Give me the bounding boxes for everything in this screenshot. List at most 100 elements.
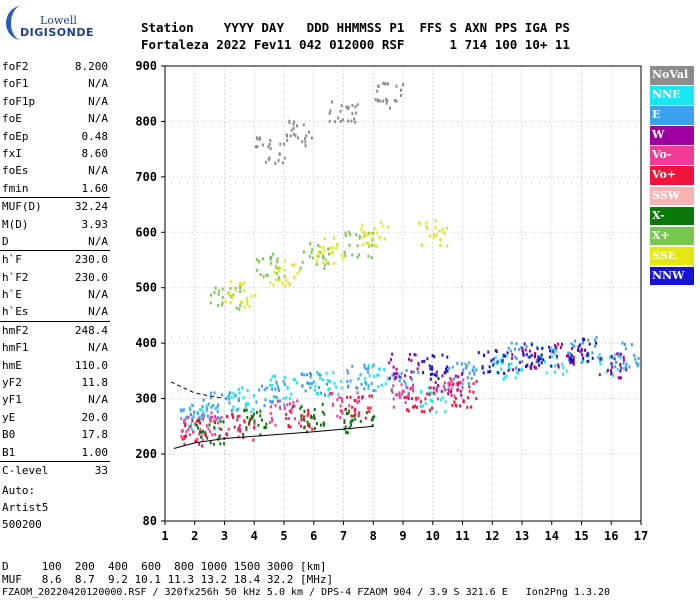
echo-point-vo [454, 397, 457, 400]
echo-point-noval [264, 160, 267, 164]
echo-point-vo [253, 426, 256, 430]
echo-point-nne [605, 370, 608, 374]
echo-point-nnw [481, 366, 484, 370]
echo-point-vo [196, 437, 199, 441]
echo-point-noval [354, 105, 357, 109]
echo-point-x [346, 431, 349, 435]
echo-point-nne [429, 410, 432, 414]
echo-point-w [511, 353, 514, 357]
echo-point-sse [335, 247, 338, 250]
echo-point-x [195, 423, 198, 427]
echo-point-e [185, 415, 188, 419]
echo-point-x [344, 254, 347, 258]
echo-point-vo [447, 388, 450, 392]
echo-point-x [260, 418, 263, 422]
echo-point-e [635, 361, 638, 365]
echo-point-sse [322, 246, 325, 249]
echo-point-x [313, 427, 316, 431]
echo-point-e [349, 379, 352, 383]
echo-point-nnw [482, 371, 485, 375]
echo-point-x [358, 236, 361, 240]
echo-point-nne [363, 380, 366, 384]
echo-point-vo [328, 391, 331, 395]
echo-point-noval [345, 105, 348, 109]
echo-point-x [209, 441, 212, 445]
echo-point-noval [328, 119, 331, 123]
echo-point-nne [507, 366, 510, 369]
echo-point-nne [493, 361, 496, 365]
echo-point-x [235, 306, 238, 310]
echo-point-vo [426, 392, 429, 396]
echo-point-e [370, 382, 373, 386]
echo-point-w [561, 342, 563, 346]
echo-point-noval [308, 130, 310, 134]
echo-point-vo [431, 406, 433, 410]
echo-point-x [348, 243, 351, 247]
echo-point-w [511, 356, 514, 360]
echo-point-w [450, 390, 453, 394]
legend-entry-w: W [650, 126, 694, 145]
echo-point-w [392, 365, 395, 369]
echo-point-nnw [422, 371, 425, 375]
echo-point-nnw [570, 356, 572, 360]
echo-point-e [304, 389, 307, 393]
echo-point-vo [437, 397, 440, 401]
param-separator [0, 320, 110, 322]
echo-point-w [610, 371, 613, 374]
echo-point-sse [336, 242, 339, 246]
header-labels: Station YYYY DAY DDD HHMMSS P1 FFS S AXN… [141, 20, 570, 35]
echo-point-x [299, 407, 302, 411]
echo-point-sse [332, 251, 334, 255]
param-value: 17.8 [81, 428, 109, 442]
echo-point-e [475, 368, 478, 372]
echo-point-nnw [434, 373, 436, 377]
echo-point-vo [454, 403, 457, 407]
echo-point-vo [269, 421, 272, 425]
echo-point-nne [189, 408, 192, 412]
echo-point-vo [448, 381, 451, 385]
echo-point-vo [468, 389, 471, 393]
echo-point-noval [339, 120, 342, 123]
echo-point-vo [448, 389, 450, 393]
echo-point-nne [374, 389, 377, 393]
echo-point-e [569, 352, 572, 355]
legend-entry-e: E [650, 106, 694, 125]
echo-point-sse [446, 244, 449, 248]
echo-point-vo [396, 393, 399, 397]
echo-point-vo [269, 412, 272, 415]
echo-point-w [528, 349, 531, 353]
echo-point-e [391, 373, 394, 377]
echo-point-vo [296, 399, 299, 403]
echo-point-vo [412, 389, 415, 393]
echo-point-noval [310, 136, 313, 140]
echo-point-noval [286, 138, 289, 142]
echo-point-x [303, 426, 306, 430]
echo-point-nne [340, 379, 343, 383]
echo-point-x [275, 271, 278, 275]
param-key: h`Es [2, 305, 29, 319]
echo-point-w [447, 392, 450, 396]
echo-point-e [312, 380, 315, 384]
echo-point-e [400, 371, 403, 375]
param-row: fmin 1.60 [0, 180, 110, 197]
echo-point-w [611, 365, 614, 369]
echo-point-e [529, 365, 531, 369]
echo-point-e [630, 343, 633, 347]
echo-point-nne [599, 360, 602, 364]
echo-point-sse [332, 261, 335, 265]
echo-point-vo [449, 376, 452, 380]
echo-point-vo [340, 397, 343, 400]
echo-point-nnw [435, 374, 438, 378]
echo-point-x [238, 307, 241, 311]
echo-point-w [518, 368, 520, 372]
echo-point-vo [204, 432, 207, 436]
echo-point-noval [278, 152, 281, 156]
echo-point-sse [379, 220, 382, 224]
echo-point-w [572, 361, 575, 365]
echo-point-x [365, 411, 368, 415]
echo-point-e [210, 395, 212, 399]
echo-point-e [217, 403, 220, 407]
echo-point-nnw [421, 360, 424, 364]
echo-point-e [188, 406, 191, 410]
echo-point-vo [187, 416, 190, 420]
